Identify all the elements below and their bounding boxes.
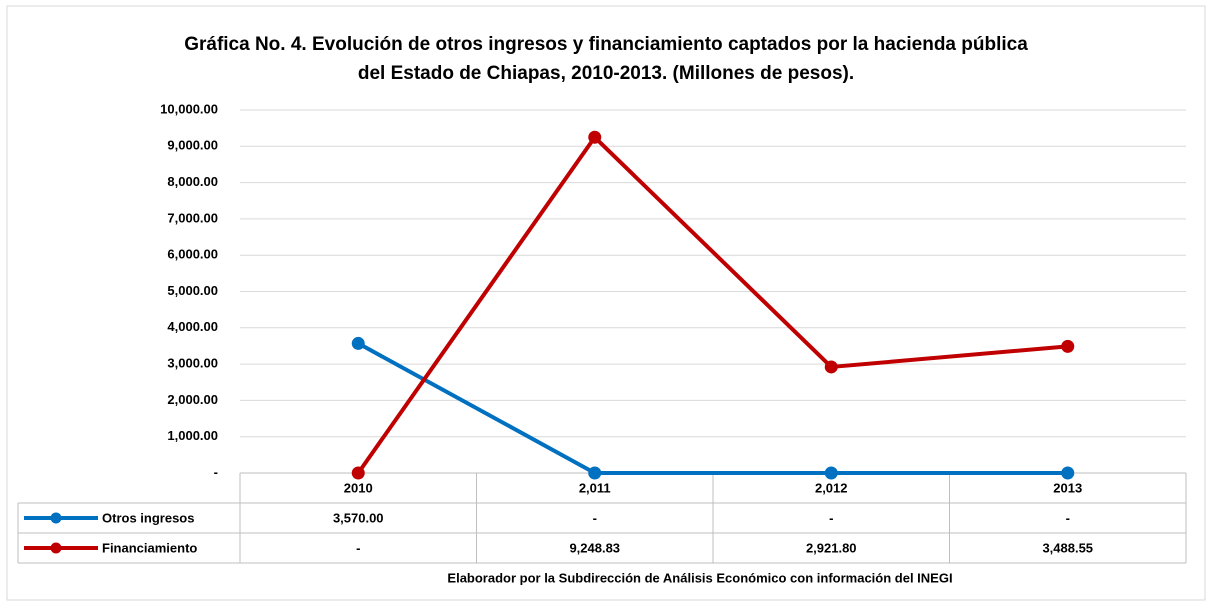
x-tick-label: 2,011	[579, 480, 611, 495]
y-tick-label: 3,000.00	[167, 356, 218, 371]
y-tick-label: 8,000.00	[167, 174, 218, 189]
x-tick-label: 2010	[344, 480, 373, 495]
y-tick-label: 5,000.00	[167, 283, 218, 298]
data-label: 3,488.55	[1042, 540, 1093, 555]
point	[824, 360, 838, 374]
x-tick-label: 2013	[1053, 480, 1082, 495]
legend-label: Otros ingresos	[102, 510, 194, 525]
legend-label: Financiamiento	[102, 540, 197, 555]
data-label: -	[1066, 510, 1070, 525]
series-line	[356, 135, 1068, 475]
y-tick-label: 4,000.00	[167, 319, 218, 334]
chart-frame	[6, 5, 1206, 601]
y-tick-label: 6,000.00	[167, 247, 218, 262]
point	[588, 130, 602, 144]
y-tick-label: 2,000.00	[167, 392, 218, 407]
data-label: -	[356, 540, 360, 555]
data-label: -	[829, 510, 833, 525]
point	[588, 466, 602, 480]
data-label: 9,248.83	[569, 540, 620, 555]
legend-marker	[50, 542, 62, 554]
point	[351, 466, 365, 480]
y-tick-label: -	[214, 464, 218, 479]
y-tick-label: 1,000.00	[167, 428, 218, 443]
y-tick-label: 9,000.00	[167, 138, 218, 153]
point	[1061, 339, 1075, 353]
point	[824, 466, 838, 480]
y-tick-label: 7,000.00	[167, 210, 218, 225]
source-note: Elaborador por la Subdirección de Anális…	[447, 570, 952, 585]
data-label: 2,921.80	[806, 540, 857, 555]
data-label: 3,570.00	[333, 510, 384, 525]
y-tick-label: 10,000.00	[160, 101, 218, 116]
series-line	[357, 341, 1068, 475]
data-label: -	[593, 510, 597, 525]
point	[351, 336, 365, 350]
legend-marker	[50, 512, 62, 524]
point	[1061, 466, 1075, 480]
chart-title: del Estado de Chiapas, 2010-2013. (Millo…	[358, 63, 854, 84]
x-tick-label: 2,012	[815, 480, 848, 495]
chart-title: Gráfica No. 4. Evolución de otros ingres…	[184, 34, 1028, 55]
